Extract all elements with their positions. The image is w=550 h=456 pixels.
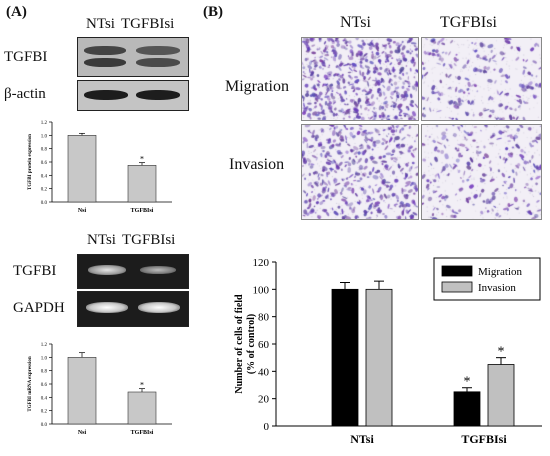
micro-image-migration-ntsi <box>301 37 419 121</box>
wb-band <box>84 58 126 67</box>
y-tick-label: 1.0 <box>41 134 48 139</box>
wb-lane-label-tgfbisi: TGFBIsi <box>121 16 175 32</box>
micro-row-label-migration: Migration <box>225 78 289 95</box>
significance-mark: * <box>498 345 505 360</box>
micro-image-migration-tgfbisi <box>421 37 542 121</box>
y-tick-label: 0.8 <box>41 148 48 153</box>
y-tick-label: 1.0 <box>41 356 48 361</box>
micro-image-invasion-tgfbisi <box>421 124 542 220</box>
x-tick-label: NTsi <box>350 432 374 446</box>
y-tick-label: 0.8 <box>41 370 48 375</box>
wb-band <box>84 46 126 55</box>
x-tick-label: TGFBIsi <box>131 208 154 214</box>
migration-invasion-chart: 0 20 40 60 80 100 120 Number of cells of field(… <box>234 257 542 446</box>
y-axis-label: TGFBI protein expression <box>28 134 33 190</box>
y-tick-label: 0.2 <box>41 410 48 415</box>
gel-blot-gapdh <box>77 291 189 327</box>
bar <box>331 288 359 427</box>
legend-swatch <box>441 281 473 293</box>
x-tick-label: TGFBIsi <box>131 430 154 436</box>
y-tick-label: 0.6 <box>41 383 48 388</box>
bar <box>127 165 157 203</box>
gel-band <box>140 266 176 274</box>
significance-mark: * <box>140 155 144 164</box>
protein-expression-chart: 0.0 0.2 0.4 0.6 0.8 1.0 1.2 TGFBI protein expre… <box>28 121 172 214</box>
bar <box>67 135 97 203</box>
y-axis-label: (% of control) <box>246 314 257 374</box>
mrna-expression-chart: 0.0 0.2 0.4 0.6 0.8 1.0 1.2 TGFBI mRNA expressi… <box>28 343 172 436</box>
y-tick-label: 80 <box>258 312 270 324</box>
bar <box>487 364 515 427</box>
y-tick-label: 0.4 <box>41 396 48 401</box>
legend-box <box>433 257 541 301</box>
gel-band <box>138 302 180 313</box>
gel-lane-label-tgfbisi: TGFBIsi <box>122 232 176 248</box>
wb-band <box>136 58 180 67</box>
legend-label: Migration <box>478 266 522 278</box>
y-tick-label: 120 <box>253 257 270 269</box>
wb-band <box>84 90 128 100</box>
micro-image-invasion-ntsi <box>301 124 419 220</box>
y-tick-label: 40 <box>258 366 270 378</box>
panel-b-label: (B) <box>203 4 223 20</box>
gel-blot-tgfbi <box>77 254 189 289</box>
bar <box>453 391 481 427</box>
y-tick-label: 1.2 <box>41 121 48 126</box>
y-tick-label: 0.4 <box>41 174 48 179</box>
y-tick-label: 100 <box>253 284 270 296</box>
wb-band <box>136 90 180 100</box>
wb-blot-beta-actin <box>77 80 189 111</box>
micro-col-label-tgfbisi: TGFBIsi <box>440 14 497 31</box>
wb-row-label-tgfbi: TGFBI <box>4 49 48 65</box>
legend-swatch <box>441 265 473 277</box>
y-tick-label: 0 <box>264 421 270 433</box>
y-axis-label: Number of cells of field <box>234 294 245 394</box>
bar <box>127 391 157 425</box>
wb-row-label-beta-actin: β-actin <box>4 86 46 102</box>
gel-band <box>86 302 128 313</box>
significance-mark: * <box>464 375 471 390</box>
y-axis-label: TGFBI mRNA expression <box>28 356 33 411</box>
bar <box>67 357 97 425</box>
micro-col-label-ntsi: NTsi <box>340 14 371 31</box>
gel-row-label-tgfbi: TGFBI <box>13 263 57 279</box>
wb-blot-tgfbi <box>77 37 189 77</box>
micro-row-label-invasion: Invasion <box>229 156 285 173</box>
y-tick-label: 20 <box>258 394 270 406</box>
y-tick-label: 0.0 <box>41 423 48 428</box>
y-tick-label: 0.2 <box>41 188 48 193</box>
significance-mark: * <box>140 381 144 390</box>
y-tick-label: 60 <box>258 339 270 351</box>
x-tick-label: Nsi <box>78 208 87 214</box>
x-tick-label: Nsi <box>78 430 87 436</box>
wb-lane-label-ntsi: NTsi <box>86 16 115 32</box>
gel-band <box>88 265 126 275</box>
bar <box>365 288 393 427</box>
gel-lane-label-ntsi: NTsi <box>87 232 116 248</box>
y-tick-label: 0.0 <box>41 201 48 206</box>
legend-label: Invasion <box>478 282 516 294</box>
panel-a-label: (A) <box>6 4 27 20</box>
y-tick-label: 0.6 <box>41 161 48 166</box>
y-tick-label: 1.2 <box>41 343 48 348</box>
gel-row-label-gapdh: GAPDH <box>13 300 65 316</box>
wb-band <box>136 46 180 55</box>
x-tick-label: TGFBIsi <box>461 432 507 446</box>
